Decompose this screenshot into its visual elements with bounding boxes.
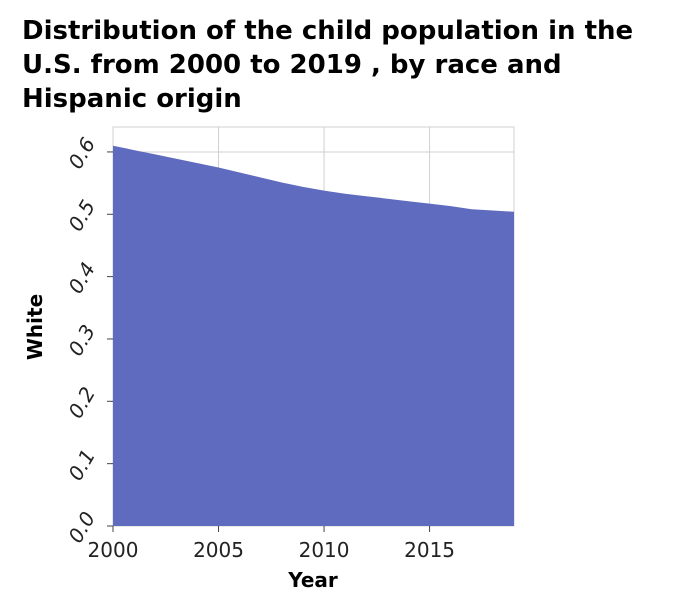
x-tick-label: 2000: [88, 538, 139, 562]
y-tick-label: 0.5: [63, 196, 100, 236]
area-series-white: [113, 145, 514, 526]
chart-title: Distribution of the child population in …: [22, 16, 634, 114]
y-tick-label: 0.4: [63, 258, 100, 298]
y-tick-label: 0.1: [63, 445, 100, 485]
x-tick-label: 2005: [193, 538, 244, 562]
x-axis-label: Year: [287, 568, 338, 592]
y-axis-label: White: [23, 294, 47, 360]
x-tick-label: 2010: [299, 538, 350, 562]
y-tick-label: 0.2: [63, 383, 100, 423]
y-tick-label: 0.6: [63, 133, 100, 173]
y-tick-label: 0.3: [63, 320, 100, 360]
x-tick-label: 2015: [404, 538, 455, 562]
